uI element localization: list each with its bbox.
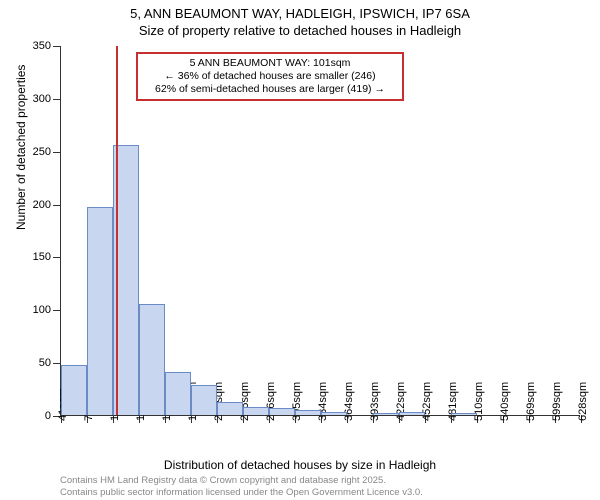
annotation-line-2: ← 36% of detached houses are smaller (24…	[144, 70, 396, 83]
y-tick	[53, 205, 61, 206]
chart-title-main: 5, ANN BEAUMONT WAY, HADLEIGH, IPSWICH, …	[0, 0, 600, 21]
x-tick-label: 452sqm	[421, 382, 433, 421]
x-tick-label: 569sqm	[525, 382, 537, 421]
x-axis-label: Distribution of detached houses by size …	[0, 458, 600, 472]
histogram-bar	[165, 372, 191, 415]
footer-line-2: Contains public sector information licen…	[60, 487, 423, 498]
x-tick-label: 599sqm	[551, 382, 563, 421]
histogram-bar	[321, 412, 347, 415]
histogram-bar	[269, 408, 295, 415]
x-tick-label: 305sqm	[291, 382, 303, 421]
annotation-line-1: 5 ANN BEAUMONT WAY: 101sqm	[144, 57, 396, 70]
x-tick-label: 364sqm	[343, 382, 355, 421]
chart-title-sub: Size of property relative to detached ho…	[0, 21, 600, 38]
reference-line	[116, 46, 118, 415]
y-tick	[53, 363, 61, 364]
y-tick-label: 200	[33, 199, 51, 211]
y-axis-label: Number of detached properties	[14, 65, 28, 230]
y-tick	[53, 152, 61, 153]
y-tick	[53, 99, 61, 100]
x-tick-label: 393sqm	[369, 382, 381, 421]
histogram-bar	[451, 413, 477, 415]
y-tick-label: 250	[33, 146, 51, 158]
x-tick-label: 276sqm	[265, 382, 277, 421]
y-tick	[53, 257, 61, 258]
y-tick-label: 150	[33, 251, 51, 263]
x-tick-label: 510sqm	[473, 382, 485, 421]
x-tick-label: 422sqm	[395, 382, 407, 421]
plot-region: 05010015020025030035041sqm70sqm100sqm129…	[60, 46, 580, 416]
y-tick-label: 300	[33, 93, 51, 105]
y-tick-label: 0	[45, 410, 51, 422]
y-tick	[53, 46, 61, 47]
annotation-line-3: 62% of semi-detached houses are larger (…	[144, 83, 396, 96]
histogram-bar	[399, 412, 425, 415]
histogram-bar	[87, 207, 113, 415]
histogram-bar	[243, 407, 269, 415]
x-tick-label: 334sqm	[317, 382, 329, 421]
footer-line-1: Contains HM Land Registry data © Crown c…	[60, 475, 423, 486]
footer-attribution: Contains HM Land Registry data © Crown c…	[60, 475, 423, 498]
histogram-bar	[295, 410, 321, 415]
histogram-bar	[191, 385, 217, 415]
chart-container: 5, ANN BEAUMONT WAY, HADLEIGH, IPSWICH, …	[0, 0, 600, 500]
histogram-bar	[139, 304, 165, 415]
histogram-bar	[217, 402, 243, 415]
histogram-bar	[373, 413, 399, 415]
y-tick-label: 100	[33, 304, 51, 316]
annotation-box: 5 ANN BEAUMONT WAY: 101sqm← 36% of detac…	[136, 52, 404, 101]
histogram-bar	[61, 365, 87, 415]
y-tick	[53, 310, 61, 311]
x-tick-label: 481sqm	[447, 382, 459, 421]
x-tick-label: 628sqm	[577, 382, 589, 421]
y-tick-label: 350	[33, 40, 51, 52]
x-tick-label: 540sqm	[499, 382, 511, 421]
chart-area: 05010015020025030035041sqm70sqm100sqm129…	[60, 46, 580, 416]
y-tick-label: 50	[39, 357, 51, 369]
